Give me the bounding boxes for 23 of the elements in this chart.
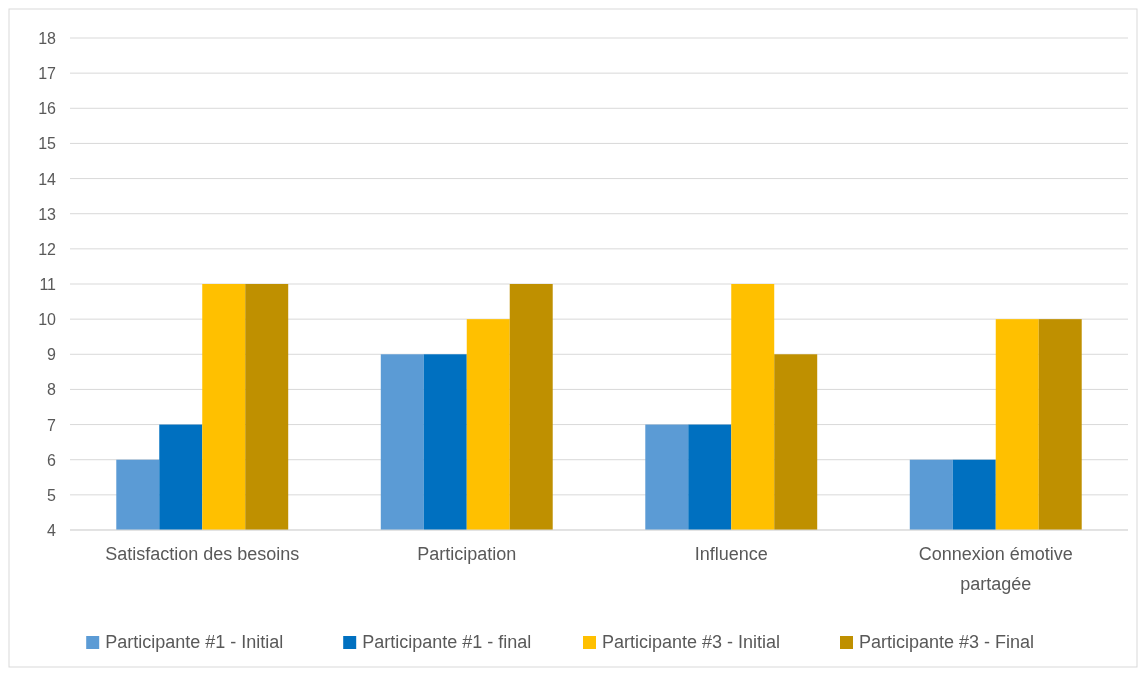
y-tick-label: 8 — [47, 381, 57, 399]
y-tick-label: 14 — [38, 170, 57, 188]
y-tick-label: 15 — [38, 135, 57, 153]
y-tick-label: 11 — [39, 276, 57, 293]
legend-label: Participante #1 - final — [362, 632, 532, 652]
legend-label: Participante #3 - Initial — [602, 632, 781, 652]
y-tick-label: 9 — [47, 346, 57, 364]
y-tick-label: 12 — [38, 240, 57, 258]
y-tick-label: 18 — [38, 30, 57, 47]
y-tick-label: 13 — [38, 205, 57, 223]
y-tick-label: 10 — [38, 311, 57, 329]
y-tick-label: 6 — [47, 451, 57, 469]
y-tick-label: 5 — [47, 486, 57, 504]
x-tick-label: Influence — [694, 544, 768, 564]
x-tick-label: Satisfaction des besoins — [105, 544, 300, 564]
y-tick-label: 7 — [47, 416, 57, 434]
legend-label: Participante #1 - Initial — [105, 632, 284, 652]
y-tick-label: 16 — [38, 100, 57, 118]
x-tick-label: Participation — [417, 544, 517, 564]
legend-label: Participante #3 - Final — [859, 632, 1035, 652]
y-tick-label: 17 — [38, 65, 57, 83]
y-tick-label: 4 — [47, 522, 57, 539]
x-tick-label: Connexion émotive partagée — [918, 544, 1073, 594]
